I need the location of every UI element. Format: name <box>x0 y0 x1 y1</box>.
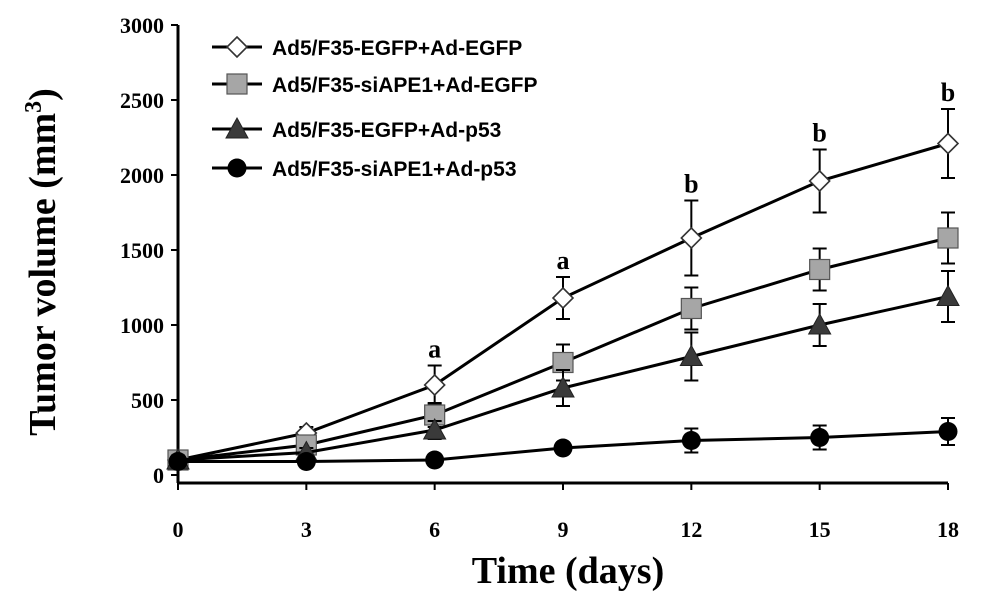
data-point <box>425 450 445 470</box>
x-axis-title: Time (days) <box>472 550 664 592</box>
legend-marker <box>225 35 249 59</box>
x-tick-label: 3 <box>301 517 312 542</box>
legend-marker <box>226 73 248 95</box>
x-tick-labels: 0 3 6 9 12 15 18 <box>173 483 959 542</box>
legend-item: Ad5/F35-EGFP+Ad-p53 <box>212 116 501 142</box>
y-axis-title-main: Tumor volume (mm <box>22 113 64 436</box>
y-axis-title: Tumor volume (mm3) <box>21 88 64 436</box>
legend-marker <box>227 158 247 178</box>
significance-letter: b <box>684 170 698 199</box>
significance-letter: a <box>557 246 570 275</box>
series-4 <box>168 417 958 471</box>
significance-letter: a <box>428 335 441 364</box>
significance-letter: b <box>941 78 955 107</box>
y-axis-title-superscript: 3 <box>21 101 47 113</box>
data-point <box>551 375 575 398</box>
legend-label: Ad5/F35-siAPE1+Ad-p53 <box>272 158 517 181</box>
data-point <box>553 438 573 458</box>
data-point <box>810 428 830 447</box>
y-tick-labels: 0 500 1000 1500 2000 2500 3000 <box>120 13 178 488</box>
data-point <box>681 431 701 450</box>
y-tick-label: 1000 <box>120 313 164 338</box>
data-point <box>551 286 575 310</box>
legend-label: Ad5/F35-EGFP+Ad-EGFP <box>272 37 522 60</box>
legend-item: Ad5/F35-EGFP+Ad-EGFP <box>212 35 522 60</box>
data-point <box>680 297 702 320</box>
x-tick-label: 0 <box>173 517 184 542</box>
data-point <box>296 452 316 471</box>
data-point <box>937 227 959 249</box>
legend-item: Ad5/F35-siAPE1+Ad-p53 <box>212 158 517 181</box>
data-point <box>679 344 704 366</box>
legend-label: Ad5/F35-EGFP+Ad-p53 <box>272 119 501 142</box>
data-point <box>422 417 447 440</box>
y-axis-title-close: ) <box>22 88 64 101</box>
data-point <box>808 169 831 193</box>
x-tick-label: 15 <box>809 517 831 542</box>
x-tick-label: 9 <box>558 517 569 542</box>
y-tick-label: 3000 <box>120 13 164 38</box>
y-tick-label: 1500 <box>120 238 164 263</box>
y-tick-label: 0 <box>153 463 164 488</box>
y-tick-label: 2000 <box>120 163 164 188</box>
data-point <box>168 452 188 471</box>
legend: Ad5/F35-EGFP+Ad-EGFP Ad5/F35-siAPE1+Ad-EG… <box>212 35 537 181</box>
data-point <box>809 258 831 281</box>
data-series <box>166 108 960 472</box>
legend-item: Ad5/F35-siAPE1+Ad-EGFP <box>212 73 537 97</box>
legend-marker <box>225 116 249 139</box>
data-point <box>807 312 832 335</box>
significance-annotations: a a b b b <box>428 78 955 364</box>
significance-letter: b <box>812 119 826 148</box>
x-tick-label: 6 <box>429 517 440 542</box>
data-point <box>423 373 446 397</box>
data-point <box>938 422 958 441</box>
data-point <box>936 132 960 155</box>
x-tick-label: 12 <box>680 517 702 542</box>
data-point <box>680 226 703 250</box>
y-tick-label: 2500 <box>120 88 164 113</box>
legend-label: Ad5/F35-siAPE1+Ad-EGFP <box>272 74 537 97</box>
x-tick-label: 18 <box>937 517 959 542</box>
data-point <box>936 284 960 306</box>
y-tick-label: 500 <box>131 388 164 413</box>
